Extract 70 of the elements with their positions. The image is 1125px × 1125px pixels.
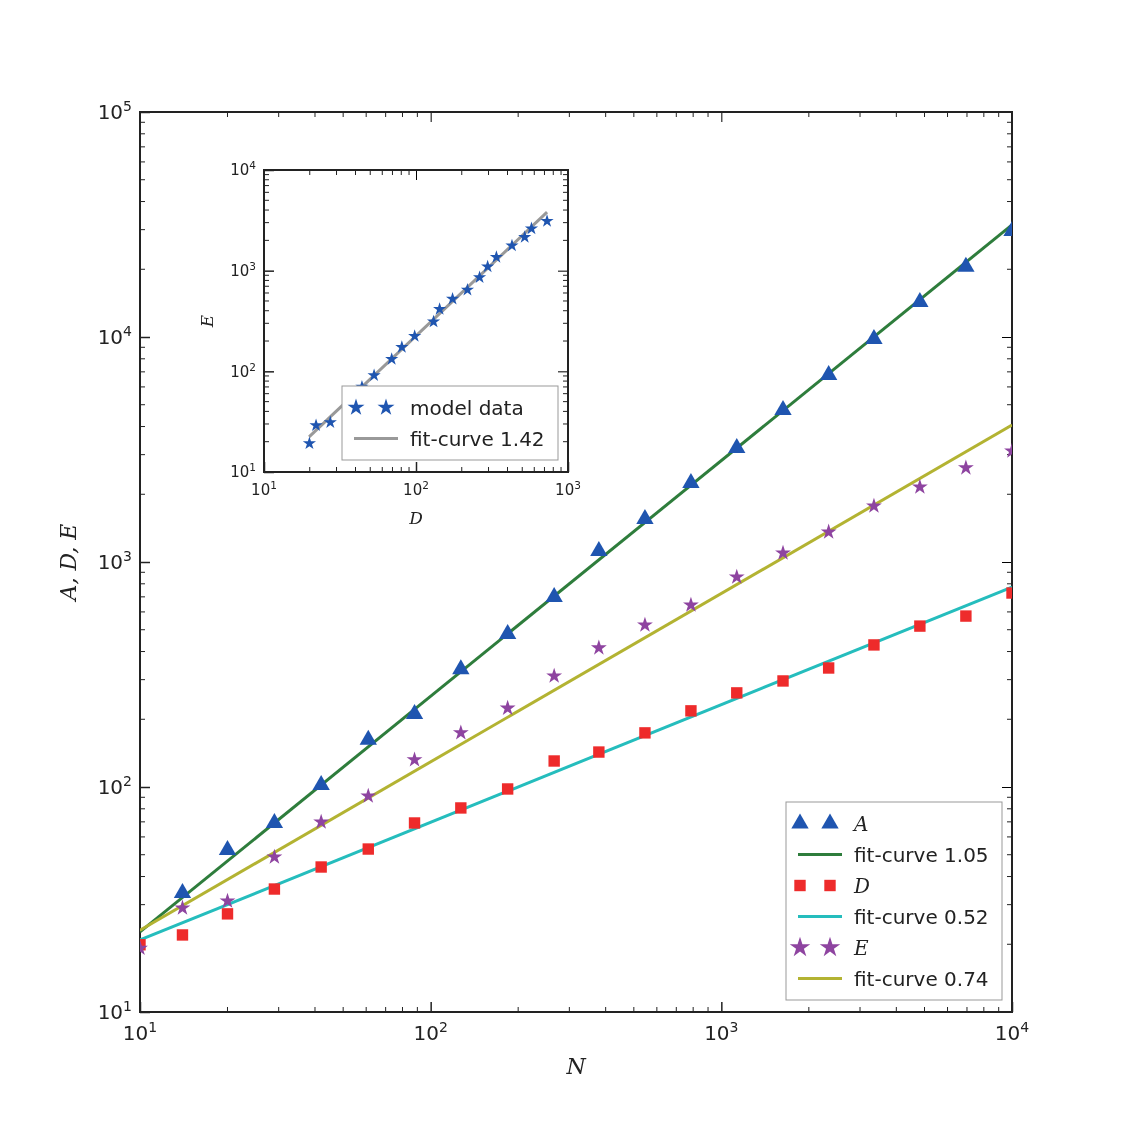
point bbox=[914, 620, 926, 632]
point bbox=[452, 724, 469, 740]
legend-label: fit-curve 0.74 bbox=[854, 966, 989, 991]
y-tick-label: 10$^{4}$ bbox=[230, 159, 257, 180]
point bbox=[911, 292, 929, 308]
point bbox=[499, 699, 516, 715]
x-axis-title: N bbox=[565, 1054, 587, 1079]
point bbox=[822, 662, 835, 674]
point bbox=[312, 775, 330, 791]
x-tick-label: 10$^{1}$ bbox=[251, 479, 277, 499]
point bbox=[360, 787, 377, 803]
point bbox=[590, 639, 607, 655]
x-tick-label: 10$^{3}$ bbox=[704, 1019, 739, 1045]
y-tick-label: 10$^{4}$ bbox=[97, 323, 133, 349]
point bbox=[820, 523, 837, 539]
x-tick-label: 10$^{2}$ bbox=[413, 1019, 448, 1045]
point bbox=[728, 437, 746, 453]
point bbox=[405, 704, 424, 720]
point bbox=[590, 541, 608, 557]
point bbox=[315, 861, 327, 873]
point bbox=[868, 639, 880, 651]
point bbox=[683, 596, 699, 612]
point bbox=[501, 783, 514, 795]
point bbox=[636, 508, 654, 524]
point bbox=[957, 256, 975, 272]
point bbox=[866, 497, 882, 513]
point bbox=[546, 667, 563, 683]
legend-label: fit-curve 1.05 bbox=[854, 842, 989, 867]
x-axis-title: D bbox=[408, 508, 424, 528]
point bbox=[774, 399, 792, 415]
point bbox=[313, 813, 330, 829]
legend-label: E bbox=[853, 935, 869, 960]
x-tick-label: 10$^{3}$ bbox=[555, 479, 581, 499]
legend-label: D bbox=[853, 873, 871, 898]
point bbox=[728, 568, 745, 584]
point bbox=[777, 675, 789, 687]
legend-label: fit-curve 0.52 bbox=[854, 904, 989, 929]
point bbox=[362, 843, 374, 855]
y-axis-title: E bbox=[197, 314, 217, 329]
point bbox=[406, 751, 423, 767]
point bbox=[455, 802, 467, 814]
point bbox=[545, 586, 563, 602]
point bbox=[731, 687, 743, 699]
y-tick-label: 10$^{3}$ bbox=[230, 259, 256, 280]
y-tick-label: 10$^{5}$ bbox=[97, 98, 132, 124]
point bbox=[682, 473, 700, 489]
x-tick-label: 10$^{4}$ bbox=[994, 1019, 1030, 1045]
point bbox=[452, 659, 470, 675]
point bbox=[957, 459, 974, 475]
point bbox=[408, 817, 421, 829]
legend-label: model data bbox=[410, 395, 524, 420]
y-tick-label: 10$^{1}$ bbox=[230, 461, 256, 482]
point bbox=[775, 544, 791, 560]
point bbox=[911, 478, 928, 494]
y-tick-label: 10$^{2}$ bbox=[230, 360, 256, 381]
point bbox=[639, 727, 651, 739]
point bbox=[548, 755, 560, 767]
y-tick-label: 10$^{2}$ bbox=[97, 773, 132, 799]
point bbox=[865, 329, 883, 345]
legend-label: A bbox=[852, 811, 869, 836]
legend-label: fit-curve 1.42 bbox=[410, 426, 545, 451]
point bbox=[960, 610, 972, 622]
point bbox=[637, 616, 653, 632]
point bbox=[498, 623, 517, 639]
y-tick-label: 10$^{3}$ bbox=[97, 548, 132, 574]
x-tick-label: 10$^{2}$ bbox=[403, 479, 429, 499]
point bbox=[593, 746, 605, 758]
point bbox=[819, 364, 838, 380]
point bbox=[685, 705, 697, 717]
y-axis-title: A, D, E bbox=[56, 523, 81, 603]
